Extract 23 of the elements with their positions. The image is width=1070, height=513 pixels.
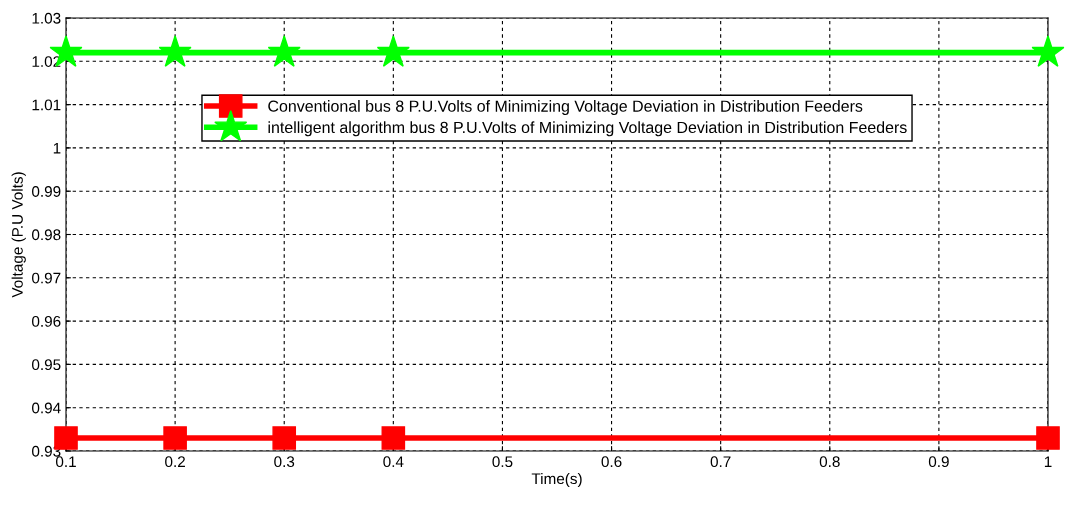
y-tick-label: 0.95 bbox=[32, 359, 61, 371]
x-tick-label: 0.2 bbox=[165, 456, 185, 468]
y-tick-label: 0.94 bbox=[32, 402, 61, 414]
x-tick-label: 0.3 bbox=[274, 456, 295, 468]
x-tick-label: 0.5 bbox=[492, 456, 513, 468]
x-tick-label: 0.1 bbox=[55, 456, 76, 468]
x-tick-label: 0.8 bbox=[819, 456, 840, 468]
y-axis-title: Voltage (P.U Volts) bbox=[11, 172, 26, 298]
x-tick-label: 1 bbox=[1044, 456, 1052, 467]
y-tick-label: 1 bbox=[53, 142, 61, 154]
x-axis-title: Time(s) bbox=[531, 472, 582, 488]
y-tick-label: 0.99 bbox=[32, 186, 61, 197]
x-tick-label: 0.4 bbox=[383, 456, 404, 468]
legend-label: intelligent algorithm bus 8 P.U.Volts of Minimizing Voltage Deviation in Distribution Feeders bbox=[268, 121, 907, 137]
y-tick-label: 0.98 bbox=[32, 229, 61, 241]
x-tick-label: 0.7 bbox=[710, 456, 731, 468]
legend-label: Conventional bus 8 P.U.Volts of Minimizing Voltage Deviation in Distribution Feeders bbox=[268, 100, 863, 115]
y-tick-label: 0.97 bbox=[32, 272, 61, 284]
x-tick-label: 0.9 bbox=[928, 456, 949, 468]
y-tick-label: 1.03 bbox=[32, 12, 61, 24]
y-tick-label: 1.01 bbox=[32, 99, 61, 111]
x-tick-label: 0.6 bbox=[601, 456, 622, 468]
y-tick-label: 0.96 bbox=[32, 315, 61, 327]
